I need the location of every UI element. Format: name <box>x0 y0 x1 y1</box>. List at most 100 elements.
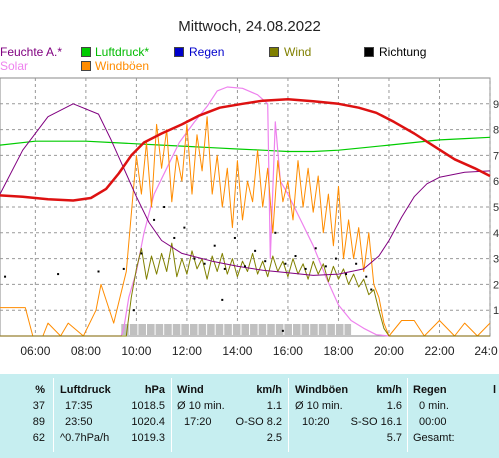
table-separator <box>171 378 172 452</box>
richtung-point <box>153 218 156 221</box>
solar-duration-block <box>232 324 241 335</box>
richtung-point <box>132 309 135 312</box>
header-regen: Regen <box>413 384 447 396</box>
cell-r0-c7: 0 min. <box>419 400 449 412</box>
legend-regen-label: Regen <box>189 45 225 59</box>
series-line-temperatur <box>0 97 491 202</box>
x-tick-label: 06:00 <box>20 344 50 358</box>
solar-duration-block <box>164 324 172 335</box>
richtung-point <box>122 267 125 270</box>
cell-r1-c3: 17:20 <box>184 416 212 428</box>
solar-duration-block <box>241 324 250 335</box>
richtung-point <box>173 236 176 239</box>
series-line-feuchte-a- <box>0 103 491 276</box>
x-tick-label: 18:00 <box>323 344 353 358</box>
legend-richtung-swatch <box>364 47 374 57</box>
richtung-point <box>370 288 373 291</box>
cell-r1-c5: 10:20 <box>302 416 330 428</box>
richtung-point <box>314 247 317 250</box>
solar-duration-block <box>301 324 310 335</box>
richtung-point <box>97 270 100 273</box>
cell-r0-c4: 1.1 <box>266 400 282 412</box>
table-separator <box>288 378 289 452</box>
header-hpa: hPa <box>144 384 165 396</box>
series-line-solar <box>0 86 490 337</box>
solar-duration-block <box>189 324 198 335</box>
richtung-point <box>223 267 226 270</box>
legend-solar: Solar <box>0 59 28 73</box>
richtung-point <box>163 206 166 208</box>
series-marks <box>0 86 491 337</box>
richtung-point <box>213 244 216 247</box>
cell-r0-c3: Ø 10 min. <box>177 400 225 412</box>
legend-regen-swatch <box>174 47 184 57</box>
richtung-point <box>203 262 206 265</box>
legend-windboeen-label: Windböen <box>95 59 150 73</box>
cell-r1-c6: S-SO 16.1 <box>350 416 402 428</box>
right-tick-label: 9 <box>493 99 499 111</box>
x-tick-label: 16:00 <box>273 344 303 358</box>
cell-r1-c7: 00:00 <box>419 416 447 428</box>
series-line-windb-en <box>0 116 491 337</box>
x-tick-label: 20:00 <box>374 344 404 358</box>
solar-duration-block <box>198 324 207 335</box>
solar-duration-block <box>172 324 181 335</box>
table-separator <box>407 378 408 452</box>
cell-r0-c2: 1018.5 <box>131 400 165 412</box>
solar-duration-block <box>181 324 189 335</box>
header-windboeen: Windböen <box>295 384 349 396</box>
richtung-point <box>284 262 287 265</box>
richtung-point <box>324 265 327 268</box>
header-wind: Wind <box>177 384 204 396</box>
legend-feuchte: Feuchte A.* <box>0 45 62 59</box>
richtung-point <box>281 329 284 332</box>
cell-r2-c2: 1019.3 <box>131 432 165 444</box>
cell-r2-c4: 2.5 <box>266 432 282 444</box>
solar-duration-block <box>129 324 138 335</box>
solar-duration-block <box>318 324 327 335</box>
cell-r1-c0: 89 <box>32 416 45 428</box>
right-tick-label: 3 <box>493 254 499 266</box>
legend-wind-label: Wind <box>284 45 312 59</box>
chart-svg: 06:00 08:00 10:00 12:00 14:00 16:00 18:00 20:00… <box>0 77 499 358</box>
page-title: Mittwoch, 24.08.2022 <box>178 18 321 35</box>
solar-duration-block <box>284 324 292 335</box>
cell-r1-c2: 1020.4 <box>131 416 165 428</box>
richtung-point <box>274 231 277 234</box>
richtung-point <box>345 273 348 276</box>
solar-duration-block <box>215 324 224 335</box>
solar-duration-block <box>292 324 301 335</box>
cell-r2-c0: 62 <box>32 432 45 444</box>
axis-ticks: 06:00 08:00 10:00 12:00 14:00 16:00 18:00 20:00… <box>20 99 499 358</box>
x-tick-label: 08:00 <box>71 344 101 358</box>
right-tick-label: 1 <box>493 305 499 317</box>
cell-r0-c5: Ø 10 min. <box>295 400 343 412</box>
right-tick-label: 4 <box>493 228 499 240</box>
table-separator <box>53 378 54 452</box>
x-tick-label: 10:00 <box>121 344 151 358</box>
header-luftdruck: Luftdruck <box>60 384 111 396</box>
right-tick-label: 5 <box>493 202 499 214</box>
richtung-point <box>294 255 297 258</box>
legend-windboeen-swatch <box>81 61 91 71</box>
header-regen-unit: l <box>493 384 497 396</box>
legend-luftdruck-swatch <box>81 47 91 57</box>
right-tick-label: 7 <box>493 150 499 162</box>
richtung-point <box>233 236 236 239</box>
richtung-point <box>254 249 257 252</box>
solar-duration-block <box>258 324 267 335</box>
legend-richtung-label: Richtung <box>379 45 427 59</box>
cell-r1-c4: O-SO 8.2 <box>235 416 282 428</box>
header-wind-kmh: km/h <box>256 384 282 396</box>
x-tick-label: 24:0 <box>474 344 498 358</box>
cell-r2-c1: ^0.7hPa/h <box>60 432 110 444</box>
richtung-point <box>264 260 267 263</box>
solar-duration-block <box>155 324 164 335</box>
cell-r1-c1: 23:50 <box>65 416 93 428</box>
series-line-luftdruck- <box>0 136 491 153</box>
richtung-point <box>365 275 368 278</box>
legend-wind-swatch <box>269 47 279 57</box>
x-tick-label: 22:00 <box>424 344 454 358</box>
solar-duration-block <box>138 324 146 335</box>
richtung-point <box>140 252 143 255</box>
